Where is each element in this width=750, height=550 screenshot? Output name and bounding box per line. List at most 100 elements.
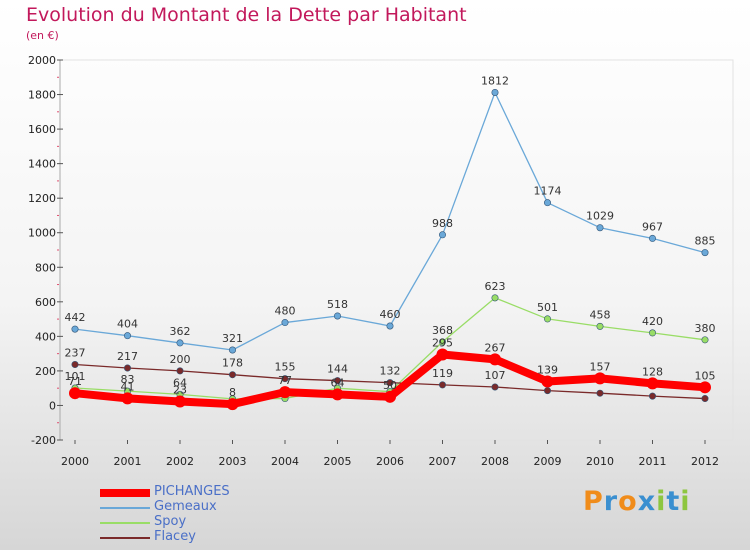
point-gemeaux — [491, 88, 499, 96]
chart-subtitle: (en €) — [26, 29, 59, 42]
y-tick-label: 0 — [49, 399, 56, 412]
logo-letter: o — [618, 486, 638, 517]
legend-label: Gemeaux — [154, 499, 217, 514]
data-label-pichanges: 23 — [173, 383, 187, 396]
point-flacey — [229, 371, 237, 379]
x-tick-label: 2010 — [586, 455, 614, 468]
data-label-spoy: 420 — [642, 315, 663, 328]
legend-label: Flacey — [154, 529, 196, 544]
data-label-spoy: 501 — [537, 301, 558, 314]
point-pichanges — [226, 398, 239, 411]
legend-item-flacey: Flacey — [100, 529, 320, 545]
point-spoy — [701, 336, 709, 344]
point-flacey — [386, 379, 394, 387]
x-tick-label: 2005 — [324, 455, 352, 468]
data-label-pichanges: 105 — [695, 369, 716, 382]
data-label-gemeaux: 1029 — [586, 210, 614, 223]
point-flacey — [543, 387, 551, 395]
y-tick-label: 1600 — [28, 123, 56, 136]
point-flacey — [176, 367, 184, 375]
data-label-spoy: 623 — [485, 280, 506, 293]
point-pichanges — [489, 353, 501, 366]
data-label-gemeaux: 1174 — [534, 185, 562, 198]
legend-label: Spoy — [154, 514, 187, 529]
point-flacey — [491, 383, 499, 391]
data-label-spoy: 64 — [173, 376, 187, 389]
point-flacey — [438, 381, 446, 389]
data-label-pichanges: 267 — [485, 341, 506, 354]
logo-letter: P — [583, 486, 604, 517]
y-tick-label: 800 — [35, 261, 56, 274]
data-label-gemeaux: 442 — [65, 311, 86, 324]
data-label-pichanges: 139 — [537, 363, 558, 376]
data-label-gemeaux: 885 — [695, 235, 716, 248]
legend-swatch — [100, 522, 150, 524]
legend-item-spoy: Spoy — [100, 514, 320, 530]
y-tick-label: -200 — [31, 434, 56, 447]
legend-label: PICHANGES — [154, 484, 230, 499]
data-label-flacey: 200 — [170, 353, 191, 366]
point-pichanges — [646, 377, 659, 390]
x-tick-label: 2004 — [271, 455, 299, 468]
data-label-spoy: 380 — [695, 322, 716, 335]
point-gemeaux — [333, 312, 341, 320]
data-label-flacey: 107 — [485, 369, 506, 382]
point-flacey — [596, 389, 604, 397]
data-label-flacey: 178 — [222, 357, 243, 370]
point-gemeaux — [71, 325, 79, 333]
proxiti-logo: Proxiti — [583, 486, 691, 517]
point-gemeaux — [176, 339, 184, 347]
point-pichanges — [699, 381, 711, 394]
legend-item-pichanges: PICHANGES — [100, 484, 320, 500]
y-tick-label: 200 — [35, 365, 56, 378]
data-label-gemeaux: 518 — [327, 298, 348, 311]
point-flacey — [333, 377, 341, 385]
point-pichanges — [69, 387, 81, 400]
data-label-spoy: 368 — [432, 324, 453, 337]
y-tick-label: 1200 — [28, 192, 56, 205]
data-label-pichanges: 41 — [121, 380, 135, 393]
chart-legend: PICHANGES Gemeaux Spoy Flacey — [100, 484, 320, 545]
y-tick-label: 1400 — [28, 158, 56, 171]
data-label-flacey: 217 — [117, 350, 138, 363]
point-spoy — [438, 338, 446, 346]
x-tick-label: 2012 — [691, 455, 719, 468]
data-label-flacey: 119 — [432, 367, 453, 380]
point-gemeaux — [596, 224, 604, 232]
x-tick-label: 2006 — [376, 455, 404, 468]
point-gemeaux — [229, 346, 237, 354]
point-pichanges — [594, 372, 606, 385]
point-gemeaux — [438, 231, 446, 239]
data-label-gemeaux: 404 — [117, 318, 138, 331]
logo-letter: t — [666, 486, 681, 517]
point-gemeaux — [648, 234, 656, 242]
y-tick-label: 600 — [35, 296, 56, 309]
point-pichanges — [121, 392, 134, 405]
legend-swatch — [100, 489, 150, 497]
data-label-flacey: 237 — [65, 347, 86, 360]
point-gemeaux — [701, 249, 709, 257]
x-tick-label: 2003 — [219, 455, 247, 468]
data-label-pichanges: 157 — [590, 360, 611, 373]
point-spoy — [596, 322, 604, 330]
data-label-gemeaux: 460 — [380, 308, 401, 321]
point-spoy — [491, 294, 499, 302]
legend-swatch — [100, 507, 150, 509]
logo-letter: i — [680, 486, 691, 517]
point-pichanges — [541, 375, 554, 388]
point-gemeaux — [386, 322, 394, 330]
data-label-pichanges: 64 — [331, 376, 345, 389]
point-flacey — [648, 392, 656, 400]
logo-letter: i — [656, 486, 667, 517]
y-tick-label: 1000 — [28, 227, 56, 240]
data-label-gemeaux: 362 — [170, 325, 191, 338]
x-tick-label: 2008 — [481, 455, 509, 468]
y-tick-label: 400 — [35, 330, 56, 343]
data-label-pichanges: 295 — [432, 337, 453, 350]
point-pichanges — [384, 390, 396, 403]
data-label-flacey: 155 — [275, 361, 296, 374]
point-flacey — [281, 375, 289, 383]
data-label-flacey: 144 — [327, 363, 348, 376]
x-tick-label: 2007 — [429, 455, 457, 468]
